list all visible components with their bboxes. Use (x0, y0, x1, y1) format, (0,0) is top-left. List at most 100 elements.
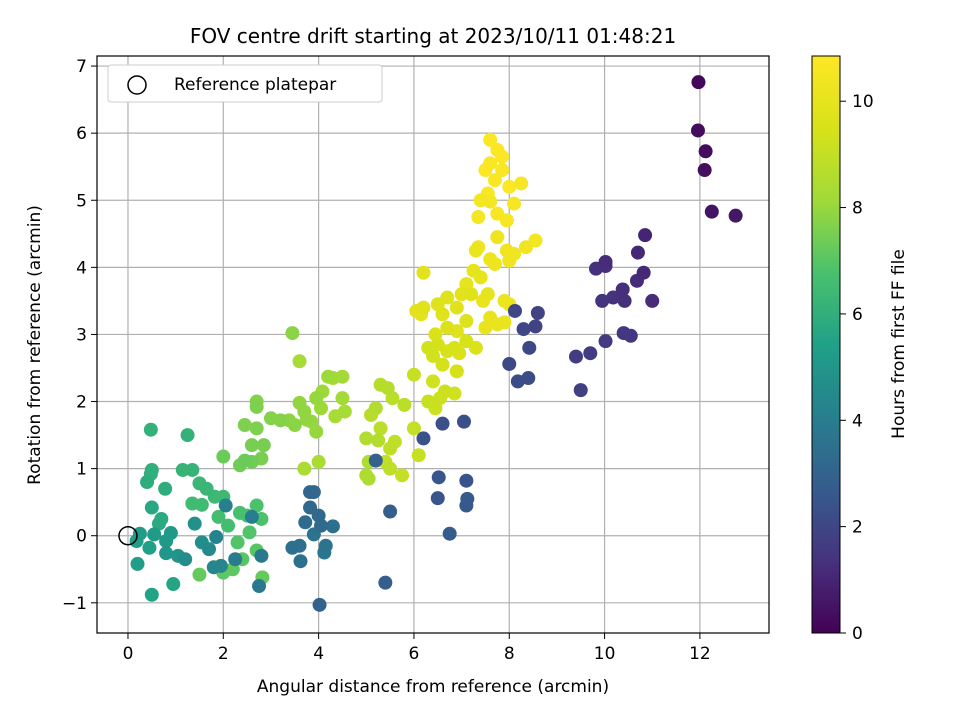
scatter-point (487, 173, 502, 188)
scatter-point (598, 254, 613, 269)
scatter-point (437, 384, 452, 399)
scatter-point (256, 438, 271, 453)
scatter-point (311, 508, 326, 523)
scatter-point (447, 340, 462, 355)
scatter-point (368, 453, 383, 468)
scatter-point (144, 462, 159, 477)
scatter-point (421, 394, 436, 409)
scatter-point (442, 526, 457, 541)
scatter-point (252, 579, 267, 594)
scatter-point (299, 412, 314, 427)
legend-label-reference: Reference platepar (174, 75, 336, 95)
scatter-point (459, 314, 474, 329)
legend-box (107, 64, 383, 103)
scatter-point (237, 453, 252, 468)
scatter-point (638, 228, 653, 243)
scatter-point (194, 497, 209, 512)
scatter-point (371, 433, 386, 448)
x-tick-label: 4 (313, 644, 324, 664)
scatter-point (142, 540, 157, 555)
scatter-point (273, 413, 288, 428)
scatter-point (416, 431, 431, 446)
scatter-point (325, 519, 340, 534)
x-tick-label: 12 (689, 644, 711, 664)
chart-title: FOV centre drift starting at 2023/10/11 … (190, 24, 676, 48)
y-tick-label: −1 (62, 594, 87, 614)
scatter-point (490, 230, 505, 245)
scatter-point (568, 349, 583, 364)
y-tick-label: 6 (76, 124, 87, 144)
colorbar-tick-label: 6 (852, 305, 863, 325)
scatter-point (303, 485, 318, 500)
scatter-point (144, 587, 159, 602)
scatter-point (416, 265, 431, 280)
scatter-point (361, 471, 376, 486)
x-tick-label: 6 (409, 644, 420, 664)
scatter-point (309, 391, 324, 406)
scatter-point (244, 438, 259, 453)
scatter-point (166, 577, 181, 592)
y-tick-label: 1 (76, 460, 87, 480)
scatter-point (507, 246, 522, 261)
scatter-point (380, 381, 395, 396)
scatter-point (416, 300, 431, 315)
scatter-point (249, 421, 264, 436)
scatter-point (287, 418, 302, 433)
y-tick-label: 5 (76, 191, 87, 211)
legend: Reference platepar (107, 64, 383, 103)
scatter-point (459, 334, 474, 349)
scatter-point (449, 300, 464, 315)
scatter-point (507, 303, 522, 318)
scatter-point (426, 348, 440, 363)
legend-marker-reference (127, 75, 147, 95)
scatter-point (598, 334, 613, 349)
scatter-point (595, 293, 610, 308)
scatter-point (615, 282, 630, 297)
scatter-point (249, 498, 264, 513)
scatter-point (383, 504, 398, 519)
scatter-point (202, 542, 216, 557)
scatter-point (211, 509, 226, 524)
scatter-point (298, 515, 313, 530)
scatter-point (645, 293, 660, 308)
scatter-point (368, 401, 383, 416)
scatter-point (293, 554, 308, 569)
scatter-point (406, 421, 421, 436)
colorbar-gradient (811, 55, 841, 634)
scatter-point (158, 481, 173, 496)
scatter-point (617, 293, 632, 308)
scatter-point (502, 179, 517, 194)
reference-marker (118, 525, 138, 546)
scatter-point (221, 518, 236, 533)
scatter-point (249, 399, 264, 414)
scatter-point (159, 546, 174, 561)
colorbar-tick-label: 4 (852, 411, 863, 431)
scatter-point (514, 176, 529, 191)
data-points (129, 75, 743, 612)
scatter-point (147, 527, 162, 542)
scatter-point (516, 322, 531, 337)
scatter-point (406, 367, 421, 382)
scatter-point (518, 240, 533, 255)
scatter-point (483, 156, 498, 171)
scatter-point (636, 265, 651, 280)
scatter-point (378, 575, 393, 590)
scatter-point (328, 409, 343, 424)
scatter-point (583, 346, 598, 361)
scatter-point (178, 552, 193, 567)
scatter-point (728, 208, 743, 223)
scatter-point (573, 383, 588, 398)
colorbar-tick-label: 8 (852, 199, 863, 219)
scatter-point (528, 319, 543, 334)
scatter-point (383, 461, 398, 476)
scatter-point (285, 326, 300, 341)
scatter-point (199, 481, 214, 496)
x-tick-label: 0 (123, 644, 134, 664)
scatter-point (521, 371, 536, 386)
scatter-point (435, 416, 450, 431)
scatter-point (395, 468, 410, 483)
scatter-point (185, 462, 200, 477)
scatter-point (244, 509, 259, 524)
scatter-point (464, 287, 479, 302)
